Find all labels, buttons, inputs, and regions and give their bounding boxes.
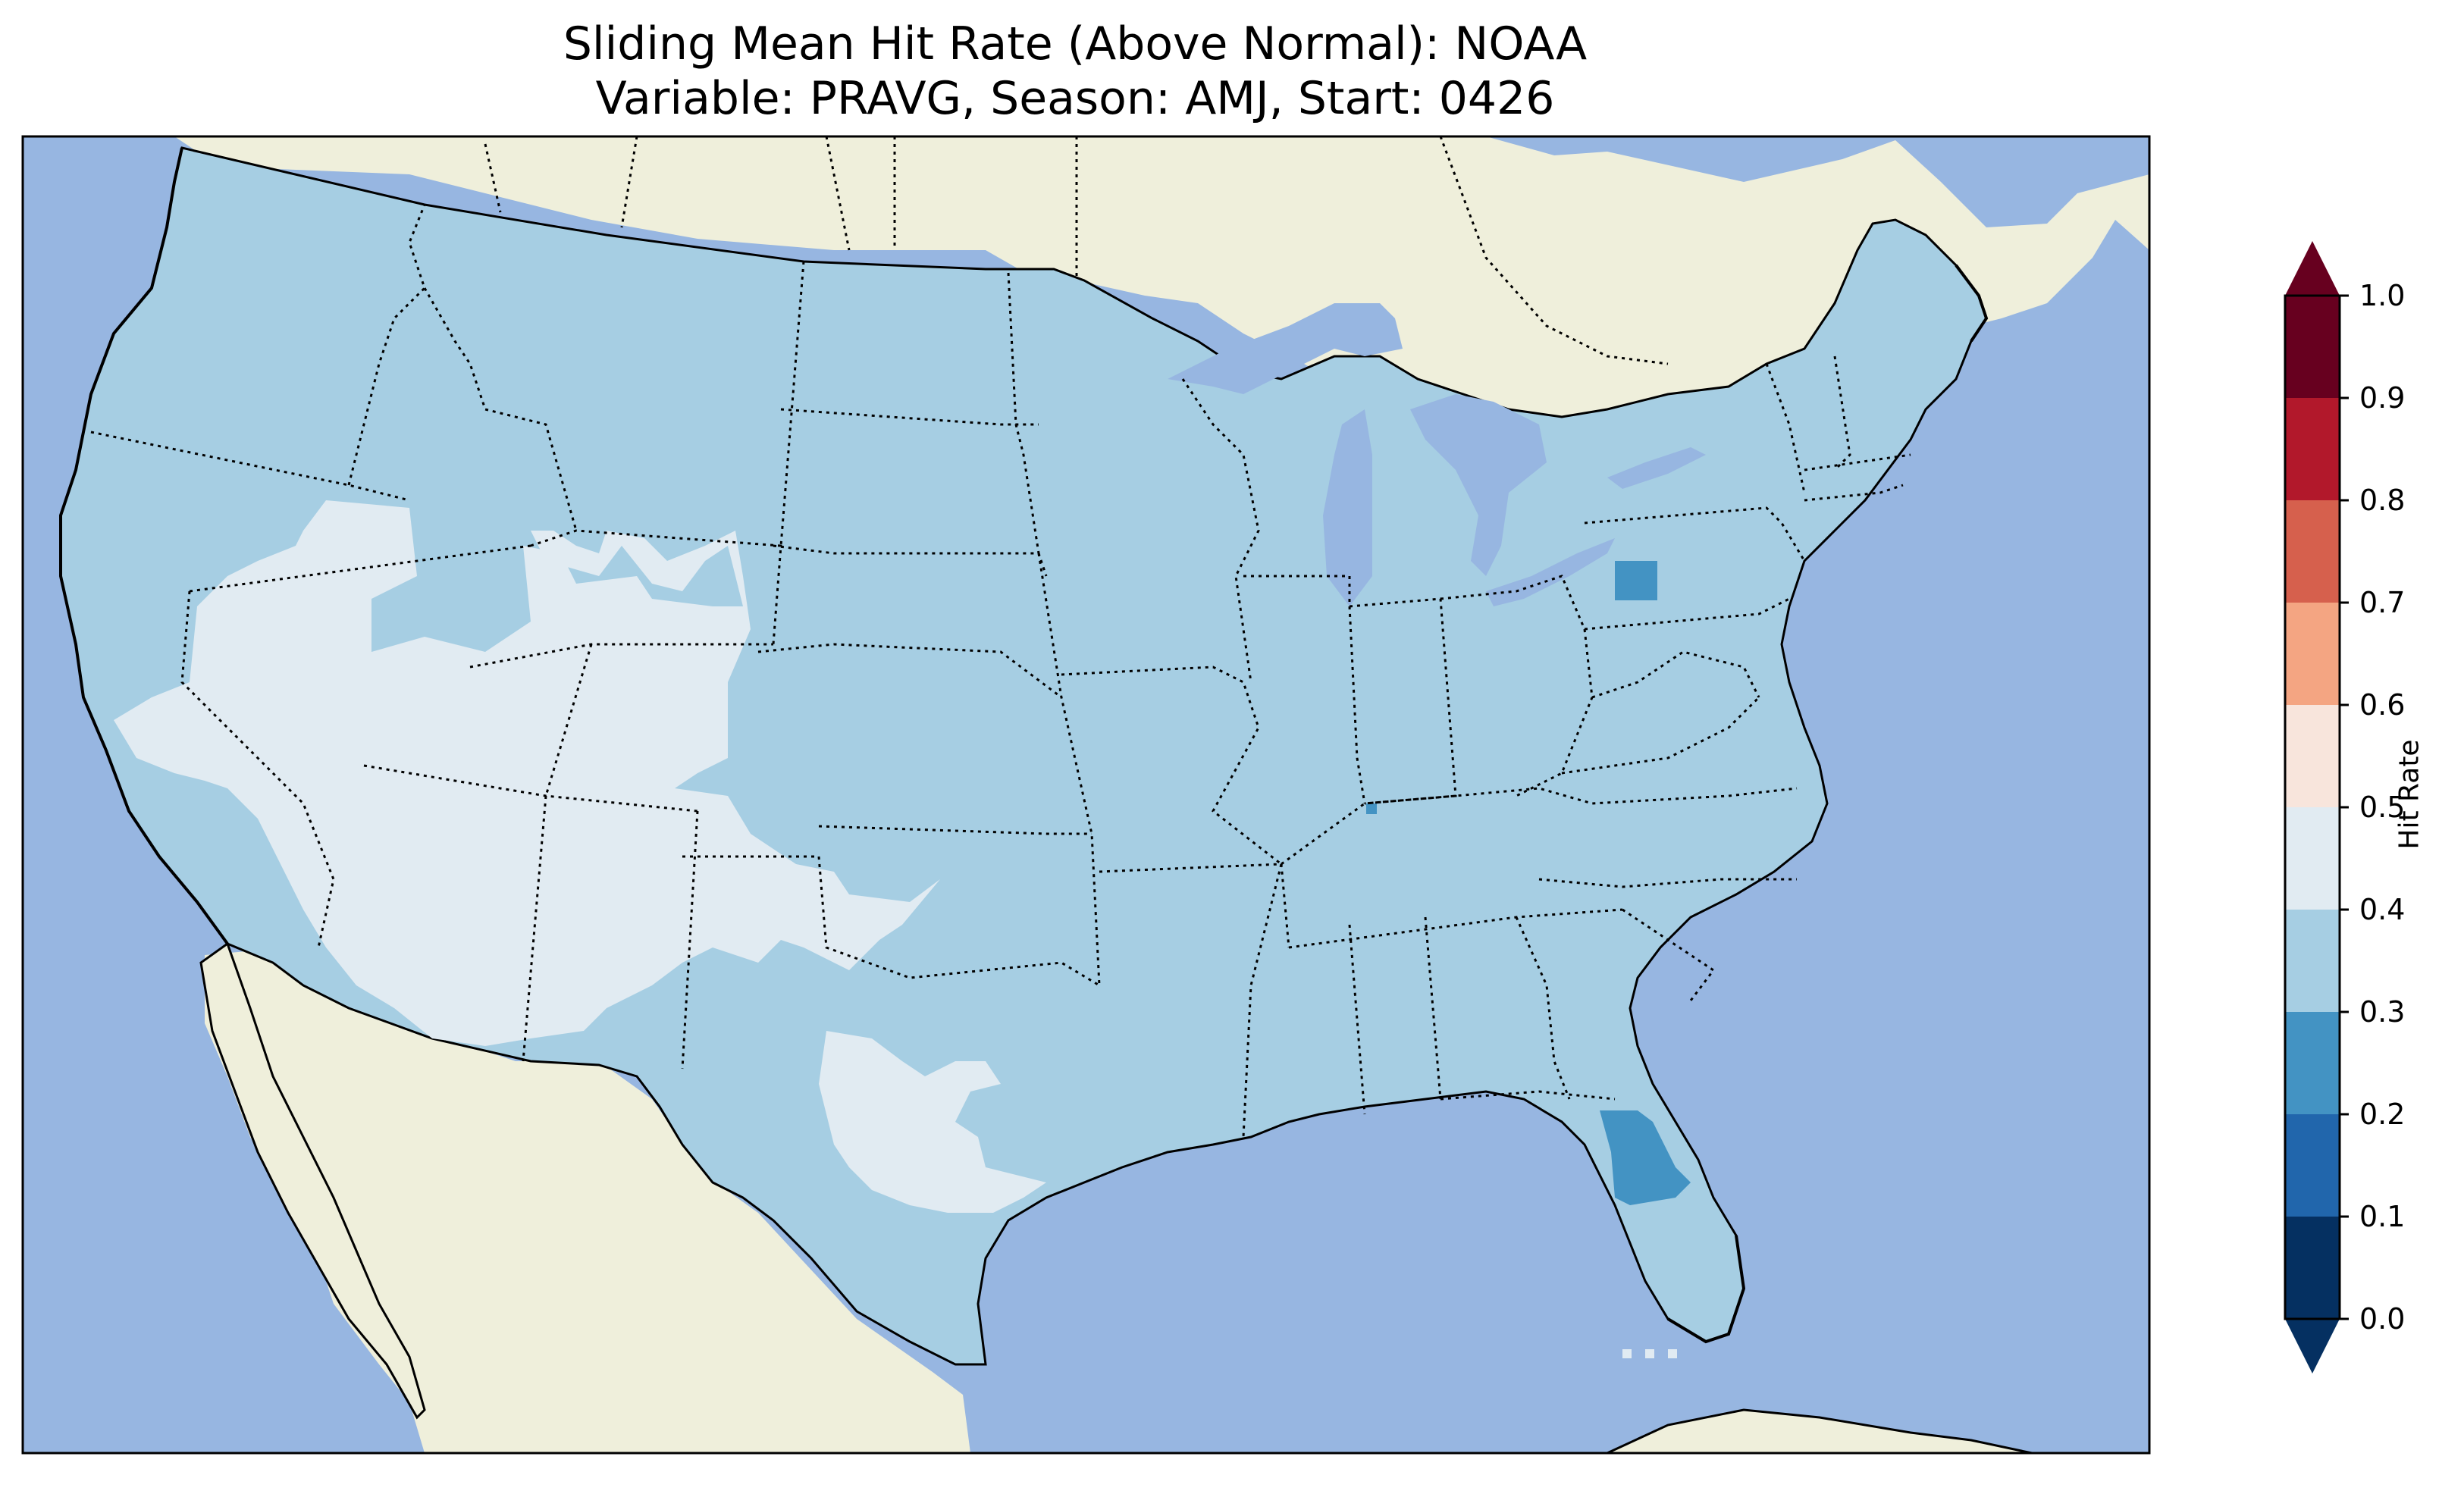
colorbar-tick-label: 0.4 — [2359, 893, 2406, 926]
colorbar-bin — [2285, 1217, 2340, 1319]
colorbar-bin — [2285, 500, 2340, 603]
hit-rate-0.4-0.5-west — [114, 500, 940, 1046]
coastlines — [59, 147, 1989, 1344]
lake-ontario — [1607, 447, 1706, 489]
colorbar-tick-label: 0.3 — [2359, 995, 2406, 1029]
map-title-line-2: Variable: PRAVG, Season: AMJ, Start: 042… — [595, 72, 1555, 125]
lake-superior — [1168, 303, 1403, 394]
colorbar-tick-label: 0.6 — [2359, 688, 2406, 722]
country-borders — [484, 136, 1669, 365]
colorbar-tick-label: 0.9 — [2359, 381, 2406, 415]
colorbar-tick-label: 0.0 — [2359, 1302, 2406, 1336]
small-cell — [1622, 1349, 1632, 1358]
lake-michigan — [1323, 409, 1372, 606]
small-cell — [1645, 1349, 1654, 1358]
hit-rate-0.2-0.3-kentucky — [1366, 803, 1377, 814]
hit-rate-0.2-0.3-pennsylvania — [1615, 561, 1657, 600]
state-borders — [90, 204, 1911, 1138]
baja-california — [199, 941, 426, 1420]
lake-huron — [1410, 394, 1547, 576]
colorbar-tick-label: 0.8 — [2359, 484, 2406, 517]
colorbar-tick-label: 0.5 — [2359, 791, 2406, 824]
colorbar-bin — [2285, 603, 2340, 705]
small-cell — [1668, 1349, 1677, 1358]
colorbar-bin — [2285, 1114, 2340, 1217]
colorbar-tick-label: 0.2 — [2359, 1098, 2406, 1131]
map-frame — [21, 135, 2151, 1455]
great-lakes — [1168, 303, 1706, 606]
colorbar-tick-label: 1.0 — [2359, 279, 2406, 312]
colorbar-extend-max — [2285, 241, 2340, 296]
mexico-land — [205, 947, 970, 1453]
colorbar-label: Hit Rate — [2393, 739, 2425, 850]
lake-erie — [1486, 538, 1615, 606]
colorbar-bin — [2285, 296, 2340, 398]
colorbar-tick-label: 0.1 — [2359, 1200, 2406, 1233]
cuba-land — [1607, 1408, 2033, 1453]
colorbar-extend-min — [2285, 1319, 2340, 1373]
hit-rate-0.4-0.5-texas — [819, 1031, 1046, 1213]
hit-rate-0.2-0.3-florida — [1600, 1110, 1691, 1205]
colorbar-bin — [2285, 398, 2340, 500]
map-title-line-1: Sliding Mean Hit Rate (Above Normal): NO… — [563, 17, 1588, 70]
colorbar-bin — [2285, 705, 2340, 807]
colorbar-frame — [2284, 294, 2341, 1320]
colorbar-bin — [2285, 807, 2340, 910]
colorbar-bin — [2285, 910, 2340, 1012]
colorbar-tick-label: 0.7 — [2359, 586, 2406, 619]
colorbar-bin — [2285, 1012, 2340, 1114]
canada-land — [174, 136, 2149, 576]
